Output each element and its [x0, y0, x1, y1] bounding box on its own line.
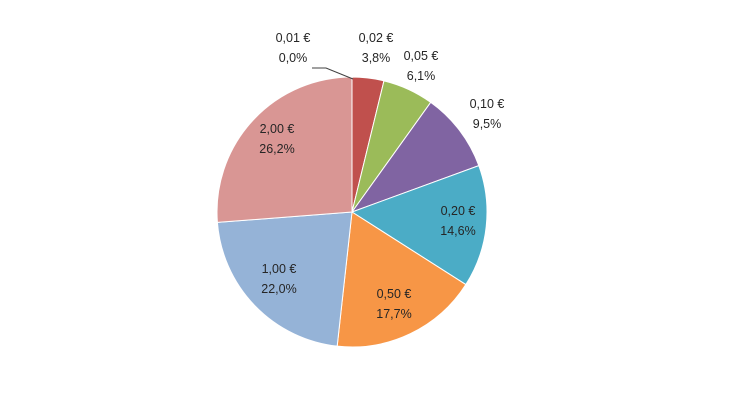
slice-labels: 0,01 € 0,0% 0,02 € 3,8% 0,05 € 6,1% 0,10 € 9,5%…	[259, 31, 504, 321]
slice-percent-label: 14,6%	[440, 224, 475, 238]
pie-slice-020	[350, 164, 488, 286]
slice-category-label: 1,00 €	[262, 262, 297, 276]
pie-slice-200	[216, 76, 353, 223]
slice-category-label: 2,00 €	[260, 122, 295, 136]
slice-percent-label: 26,2%	[259, 142, 294, 156]
slice-category-label: 0,10 €	[470, 97, 505, 111]
slice-category-label: 0,05 €	[404, 49, 439, 63]
slice-label-002: 0,02 € 3,8%	[359, 31, 394, 65]
slice-label-100: 1,00 € 22,0%	[261, 262, 296, 296]
slice-label-010: 0,10 € 9,5%	[470, 97, 505, 131]
slice-category-label: 0,02 €	[359, 31, 394, 45]
slice-percent-label: 0,0%	[279, 51, 308, 65]
pie-slice-010	[350, 101, 480, 214]
slice-percent-label: 6,1%	[407, 69, 436, 83]
slice-percent-label: 3,8%	[362, 51, 391, 65]
slice-label-050: 0,50 € 17,7%	[376, 287, 411, 321]
pie-slice-050	[336, 211, 467, 348]
slice-category-label: 0,01 €	[276, 31, 311, 45]
slice-category-label: 0,20 €	[441, 204, 476, 218]
slice-label-020: 0,20 € 14,6%	[440, 204, 475, 238]
leader-lines	[312, 67, 354, 80]
slice-label-200: 2,00 € 26,2%	[259, 122, 294, 156]
slice-label-005: 0,05 € 6,1%	[404, 49, 439, 83]
slice-category-label: 0,50 €	[377, 287, 412, 301]
slice-label-001: 0,01 € 0,0%	[276, 31, 311, 65]
leader-line-001	[312, 67, 354, 80]
slice-percent-label: 9,5%	[473, 117, 502, 131]
slice-percent-label: 17,7%	[376, 307, 411, 321]
pie-slices	[216, 76, 488, 348]
slice-percent-label: 22,0%	[261, 282, 296, 296]
pie-slice-100	[216, 211, 353, 347]
